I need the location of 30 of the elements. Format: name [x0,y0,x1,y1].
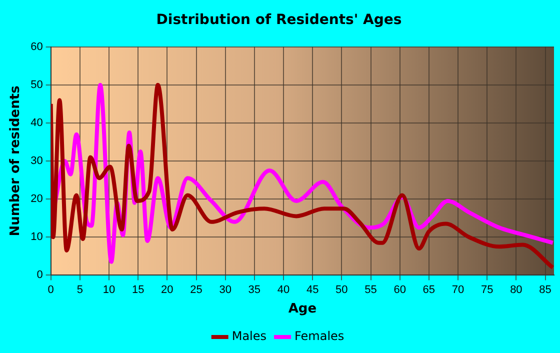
x-tick-label: 50 [336,284,348,296]
legend-label: Males [232,329,267,344]
x-tick-label: 10 [102,284,116,296]
x-tick-label: 25 [190,284,202,296]
y-tick-label: 40 [30,116,43,129]
y-tick-label: 10 [30,231,43,244]
y-tick-label: 60 [30,40,43,53]
x-tick-label: 75 [480,284,494,296]
y-tick-label: 50 [30,78,43,91]
y-tick-label: 0 [36,269,43,282]
y-tick-label: 30 [30,155,43,168]
x-tick-label: 60 [394,284,406,296]
x-tick-label: 15 [132,284,144,296]
x-tick-label: 30 [219,284,232,296]
legend-label: Females [294,329,344,344]
x-tick-label: 85 [539,284,552,296]
x-tick-label: 20 [161,284,174,296]
x-tick-label: 70 [452,284,464,296]
x-tick-label: 55 [364,284,377,296]
x-tick-label: 80 [510,284,522,296]
x-axis-title: Age [288,302,317,317]
x-tick-label: 45 [306,284,319,296]
x-tick-label: 0 [48,284,54,296]
x-tick-label: 5 [76,284,83,296]
x-tick-label: 35 [248,284,261,296]
x-tick-label: 65 [422,284,436,296]
y-axis-title: Number of residents [8,85,24,236]
x-tick-label: 40 [277,284,290,296]
y-tick-label: 20 [30,193,43,206]
chart-title: Distribution of Residents' Ages [156,12,402,28]
